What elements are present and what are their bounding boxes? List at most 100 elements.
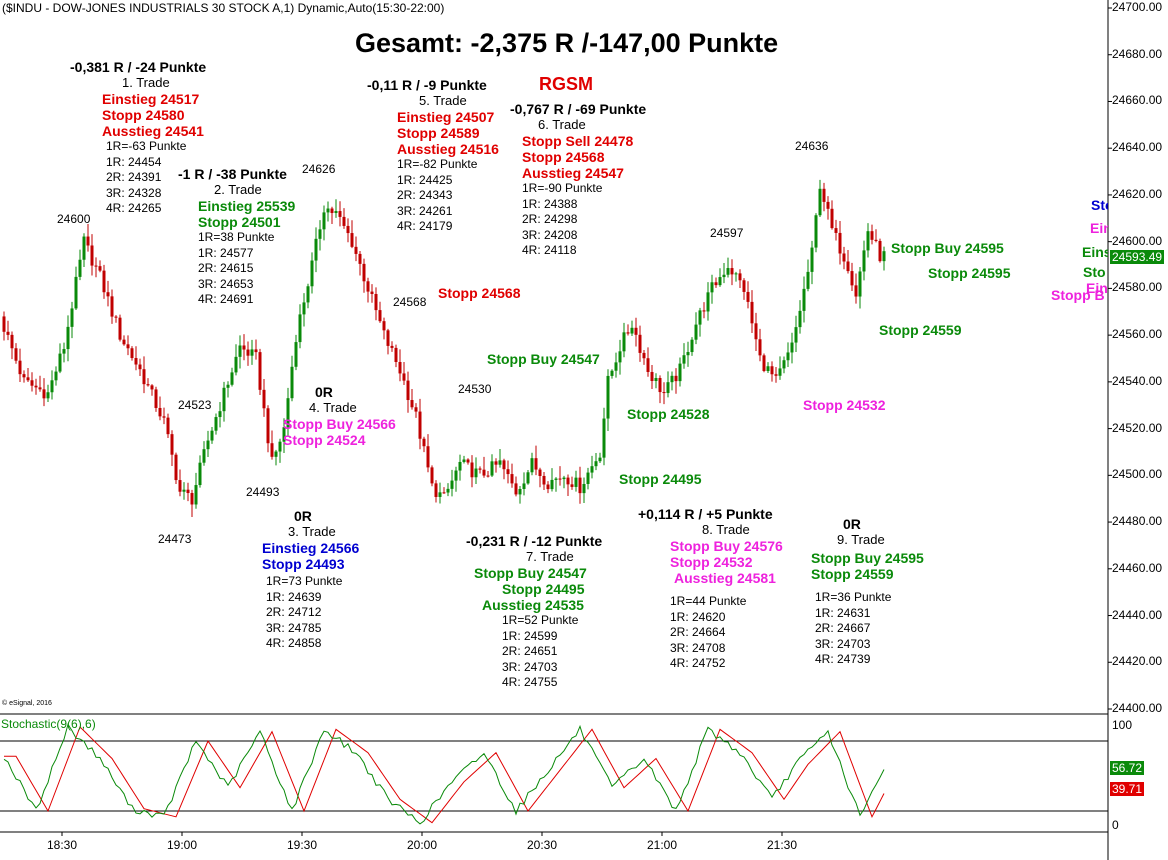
trade-annotation-line: 2R: 24667 xyxy=(815,621,871,635)
trade-annotation-line: Stopp Buy 24576 xyxy=(670,538,783,554)
candle-body xyxy=(302,302,306,315)
candle-body xyxy=(266,408,270,444)
candle-body xyxy=(210,430,214,441)
trade-annotation-line: -0,767 R / -69 Punkte xyxy=(510,101,647,117)
trade-annotation-line: 1R: 24620 xyxy=(670,609,726,624)
stoch-tick-label: 100 xyxy=(1112,718,1133,732)
trade-annotation-line: 1R: 24639 xyxy=(266,589,322,604)
trade-annotation-line: -0,11 R / -9 Punkte xyxy=(367,77,487,93)
candle-body xyxy=(350,233,354,247)
candle-body xyxy=(422,438,426,447)
candle-body xyxy=(126,344,130,349)
candle-body xyxy=(474,468,478,478)
trade-annotation-line: 2R: 24615 xyxy=(198,261,254,275)
candle-body xyxy=(570,484,574,487)
candle-body xyxy=(82,236,86,260)
candle-body xyxy=(798,310,802,328)
trade-annotation-line: 4R: 24739 xyxy=(815,652,871,666)
x-tick-label: 19:00 xyxy=(167,838,198,852)
candle-body xyxy=(314,238,318,261)
candle-body xyxy=(114,316,118,318)
trade-annotation-line: -0,381 R / -24 Punkte xyxy=(70,59,207,75)
trade-annotation-line: 8. Trade xyxy=(702,522,750,537)
stop-marker-label: Stopp 24532 xyxy=(803,397,886,413)
candle-body xyxy=(486,475,490,477)
trade-annotation-line: 1R=52 Punkte xyxy=(502,613,579,627)
trade-annotation-line: 3R: 24708 xyxy=(670,640,726,655)
candle-body xyxy=(230,372,234,385)
candle-body xyxy=(458,461,462,471)
stop-marker-label: Stopp 24568 xyxy=(438,285,521,301)
candle-body xyxy=(778,368,782,376)
candle-body xyxy=(506,469,510,475)
candle-body xyxy=(662,392,666,394)
trade-annotation-line: 2. Trade xyxy=(214,182,262,197)
candle-body xyxy=(122,339,126,345)
pivot-price-label: 24473 xyxy=(158,532,192,546)
stop-marker-label: Stopp 24595 xyxy=(928,265,1011,281)
y-tick-label: 24520.00 xyxy=(1112,420,1163,435)
candle-body xyxy=(186,489,190,494)
candle-body xyxy=(342,216,346,226)
pivot-price-label: 24626 xyxy=(302,162,336,176)
candle-body xyxy=(450,480,454,489)
trade-annotation-line: 1R=44 Punkte xyxy=(670,594,747,608)
candle-body xyxy=(58,353,62,372)
candle-body xyxy=(362,263,366,282)
trade-annotation-line: -1 R / -38 Punkte xyxy=(178,166,287,182)
candle-body xyxy=(442,492,446,494)
candle-body xyxy=(846,261,850,272)
candle-body xyxy=(174,454,178,481)
pivot-price-label: 24493 xyxy=(246,485,280,499)
candle-body xyxy=(358,253,362,264)
candle-body xyxy=(418,411,422,439)
candle-body xyxy=(550,479,554,490)
candle-body xyxy=(766,366,770,371)
candle-body xyxy=(214,417,218,431)
candle-body xyxy=(438,492,442,497)
trade-9-annotation: 0R 9. Trade Stopp Buy 24595 Stopp 24559 1R=3… xyxy=(811,516,924,668)
candle-body xyxy=(234,356,238,373)
candle-body xyxy=(162,416,166,418)
candle-body xyxy=(94,265,98,267)
candle-body xyxy=(654,377,658,382)
candle-body xyxy=(90,245,94,266)
candle-body xyxy=(130,348,134,359)
candle-body xyxy=(494,461,498,465)
candle-body xyxy=(426,446,430,468)
candle-body xyxy=(582,483,586,494)
candle-body xyxy=(542,475,546,485)
candle-body xyxy=(574,477,578,487)
candle-body xyxy=(646,358,650,372)
stop-marker-label: Stopp Buy 24547 xyxy=(487,351,600,367)
candle-body xyxy=(590,466,594,473)
trade-annotation-line: 4R: 24265 xyxy=(106,201,162,215)
candle-body xyxy=(138,364,142,370)
trade-annotation-line: Ausstieg 24547 xyxy=(522,165,624,181)
trade-annotation-line: Stopp 24559 xyxy=(811,566,894,582)
candle-body xyxy=(518,488,522,495)
candle-body xyxy=(42,389,46,399)
trade-annotation-line: 4R: 24752 xyxy=(670,656,726,670)
stoch-tick-label: 0 xyxy=(1112,818,1119,832)
candle-body xyxy=(222,387,226,412)
trade-annotation-line: Einstieg 24566 xyxy=(262,540,360,556)
candle-body xyxy=(790,342,794,353)
clipped-edge-label: Ein xyxy=(1086,280,1108,296)
candle-body xyxy=(298,314,302,343)
trade-annotation-line: Stopp 24493 xyxy=(262,556,345,572)
candle-body xyxy=(642,352,646,359)
candle-body xyxy=(26,377,30,381)
rgsm-label: RGSM xyxy=(539,74,593,94)
stochastic-label: Stochastic(9(6),6) xyxy=(1,717,96,731)
candles xyxy=(2,179,886,517)
copyright: © eSignal, 2016 xyxy=(2,700,52,707)
trade-annotation-line: 4. Trade xyxy=(309,400,357,415)
candle-body xyxy=(10,334,14,349)
trade-annotation-line: 3. Trade xyxy=(288,524,336,539)
stoch-k-line xyxy=(3,723,885,825)
candle-body xyxy=(694,324,698,340)
candle-body xyxy=(658,377,662,393)
candle-body xyxy=(146,384,150,386)
